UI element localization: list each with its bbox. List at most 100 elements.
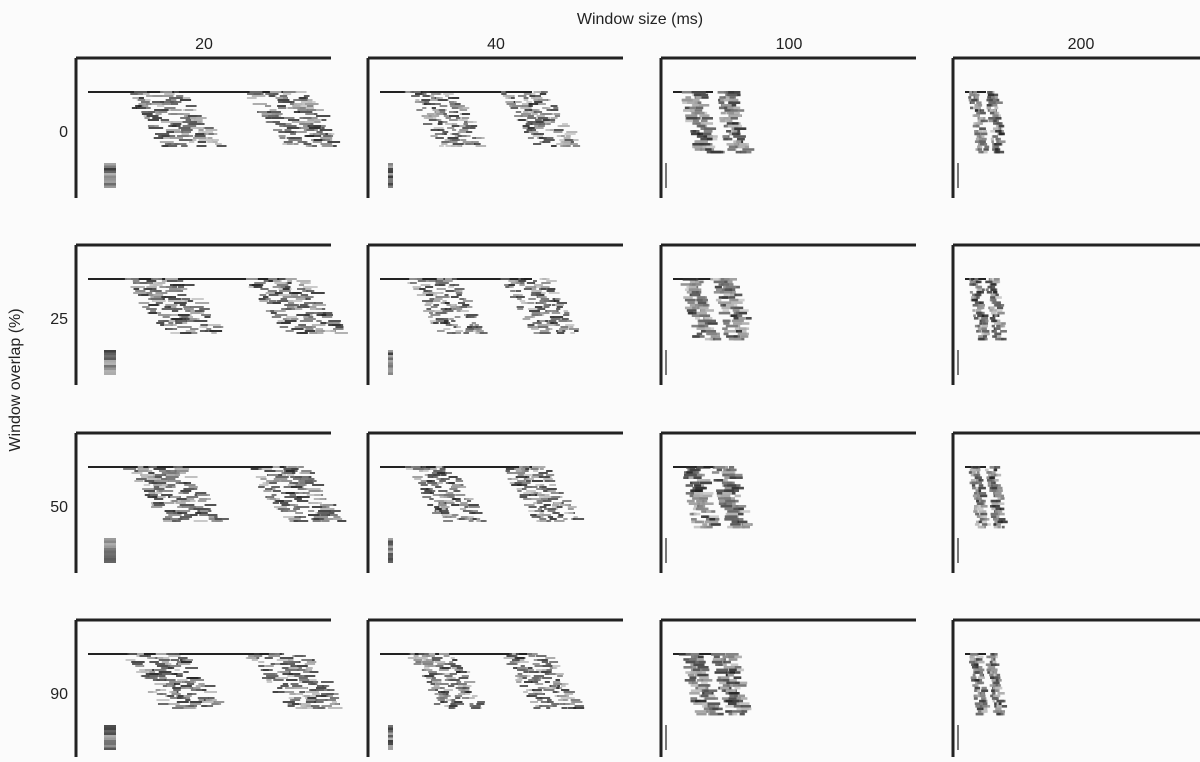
heatmap-cell (737, 314, 743, 317)
heatmap-cell (291, 318, 298, 320)
heatmap-cell (553, 683, 560, 685)
heatmap-cell (388, 163, 393, 166)
heatmap-cell (195, 310, 205, 312)
heatmap-cell (205, 129, 217, 131)
heatmap-cell (440, 687, 445, 689)
heatmap-cell (560, 326, 568, 328)
heatmap-cell (992, 335, 997, 338)
heatmap-cell (186, 320, 195, 322)
heatmap-cell (446, 117, 451, 119)
heatmap-cell (429, 312, 433, 314)
heatmap-cell (992, 114, 998, 117)
heatmap-cell (424, 675, 433, 677)
heatmap-cell (406, 91, 411, 93)
heatmap-cell (254, 93, 264, 95)
heatmap-cell (104, 743, 116, 746)
heatmap-cell (523, 125, 530, 127)
heatmap-cell (739, 143, 749, 146)
heatmap-cell (284, 141, 293, 143)
heatmap-cell (439, 129, 445, 131)
heatmap-cell (692, 291, 699, 294)
heatmap-cell (268, 290, 277, 292)
heatmap-cell (993, 523, 996, 526)
heatmap-cell (415, 101, 424, 103)
heatmap-cell (720, 687, 729, 690)
heatmap-cell (692, 335, 700, 338)
heatmap-cell (705, 317, 713, 320)
heatmap-cell (139, 302, 150, 304)
heatmap-cell (726, 335, 738, 338)
heatmap-cell (539, 486, 546, 488)
heatmap-cell (455, 316, 461, 318)
heatmap-cell (152, 669, 167, 671)
heatmap-cell (104, 370, 116, 373)
heatmap-cell (976, 138, 982, 141)
heatmap-cell (449, 476, 458, 478)
heatmap-cell (734, 676, 742, 679)
heatmap-cell (729, 114, 741, 117)
row-axis-title: Window overlap (%) (7, 308, 24, 451)
heatmap-cell (697, 679, 703, 682)
heatmap-cell (426, 302, 433, 304)
heatmap-cell (133, 280, 140, 282)
heatmap-cell (480, 332, 488, 334)
heatmap-cell (148, 119, 159, 121)
heatmap-cell (998, 513, 1005, 516)
heatmap-cell (545, 129, 555, 131)
heatmap-cell (186, 488, 197, 490)
heatmap-cell (146, 494, 158, 496)
heatmap-cell (280, 137, 286, 139)
heatmap-cell (270, 109, 277, 111)
heatmap-cell (280, 663, 295, 665)
heatmap-cell (512, 653, 516, 655)
heatmap-cell (682, 91, 692, 94)
heatmap-cell (192, 298, 204, 300)
heatmap-cell (558, 695, 569, 697)
heatmap-cell (535, 306, 543, 308)
heatmap-cell (464, 506, 468, 508)
heatmap-cell (688, 674, 694, 677)
heatmap-cell (520, 107, 531, 109)
heatmap-cell (285, 320, 297, 322)
heatmap-cell (534, 101, 542, 103)
heatmap-cell (553, 131, 562, 133)
heatmap-cell (288, 484, 296, 486)
heatmap-cell (431, 103, 441, 105)
heatmap-cell (719, 96, 725, 99)
heatmap-cell (508, 284, 515, 286)
heatmap-cell (982, 710, 987, 713)
heatmap-cell (419, 288, 425, 290)
heatmap-cell (532, 312, 540, 314)
heatmap-cell (997, 692, 1004, 695)
heatmap-cell (193, 508, 199, 510)
heatmap-cell (139, 669, 152, 671)
heatmap-cell (284, 117, 294, 119)
heatmap-cell (104, 176, 116, 179)
heatmap-cell (551, 318, 560, 320)
heatmap-cell (289, 693, 303, 695)
heatmap-cell (724, 138, 733, 141)
heatmap-cell (432, 512, 442, 514)
heatmap-cell (320, 514, 329, 516)
heatmap-cell (683, 476, 689, 479)
heatmap-cell (426, 308, 431, 310)
heatmap-cell (687, 309, 697, 312)
heatmap-cell (516, 296, 525, 298)
heatmap-cell (172, 500, 178, 502)
heatmap-cell (278, 294, 292, 296)
heatmap-cell (995, 676, 1000, 679)
heatmap-cell (156, 302, 163, 304)
heatmap-cell (995, 689, 1000, 692)
heatmap-cell (296, 131, 307, 133)
heatmap-cell (425, 115, 429, 117)
heatmap-cell (142, 105, 148, 107)
heatmap-cell (693, 471, 700, 474)
heatmap-cell (450, 673, 457, 675)
heatmap-cell (437, 663, 444, 665)
heatmap-cell (293, 296, 306, 298)
heatmap-cell (88, 466, 284, 468)
heatmap-cell (513, 667, 517, 669)
heatmap-cell (294, 111, 300, 113)
heatmap-cell (450, 703, 455, 705)
heatmap-cell (547, 109, 553, 111)
